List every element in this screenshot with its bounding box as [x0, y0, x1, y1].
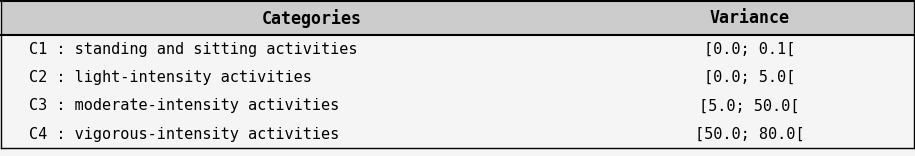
Text: [50.0; 80.0[: [50.0; 80.0[ [694, 127, 804, 142]
Bar [2, 1, 913, 35]
Text: C4 : vigorous-intensity activities: C4 : vigorous-intensity activities [28, 127, 339, 142]
Text: [0.0; 5.0[: [0.0; 5.0[ [704, 70, 795, 85]
Text: C3 : moderate-intensity activities: C3 : moderate-intensity activities [28, 98, 339, 113]
Text: Variance: Variance [709, 9, 790, 27]
Text: [5.0; 50.0[: [5.0; 50.0[ [699, 98, 800, 113]
Text: C2 : light-intensity activities: C2 : light-intensity activities [28, 70, 312, 85]
Text: [0.0; 0.1[: [0.0; 0.1[ [704, 42, 795, 57]
Text: Categories: Categories [262, 9, 361, 28]
Text: C1 : standing and sitting activities: C1 : standing and sitting activities [28, 42, 357, 57]
